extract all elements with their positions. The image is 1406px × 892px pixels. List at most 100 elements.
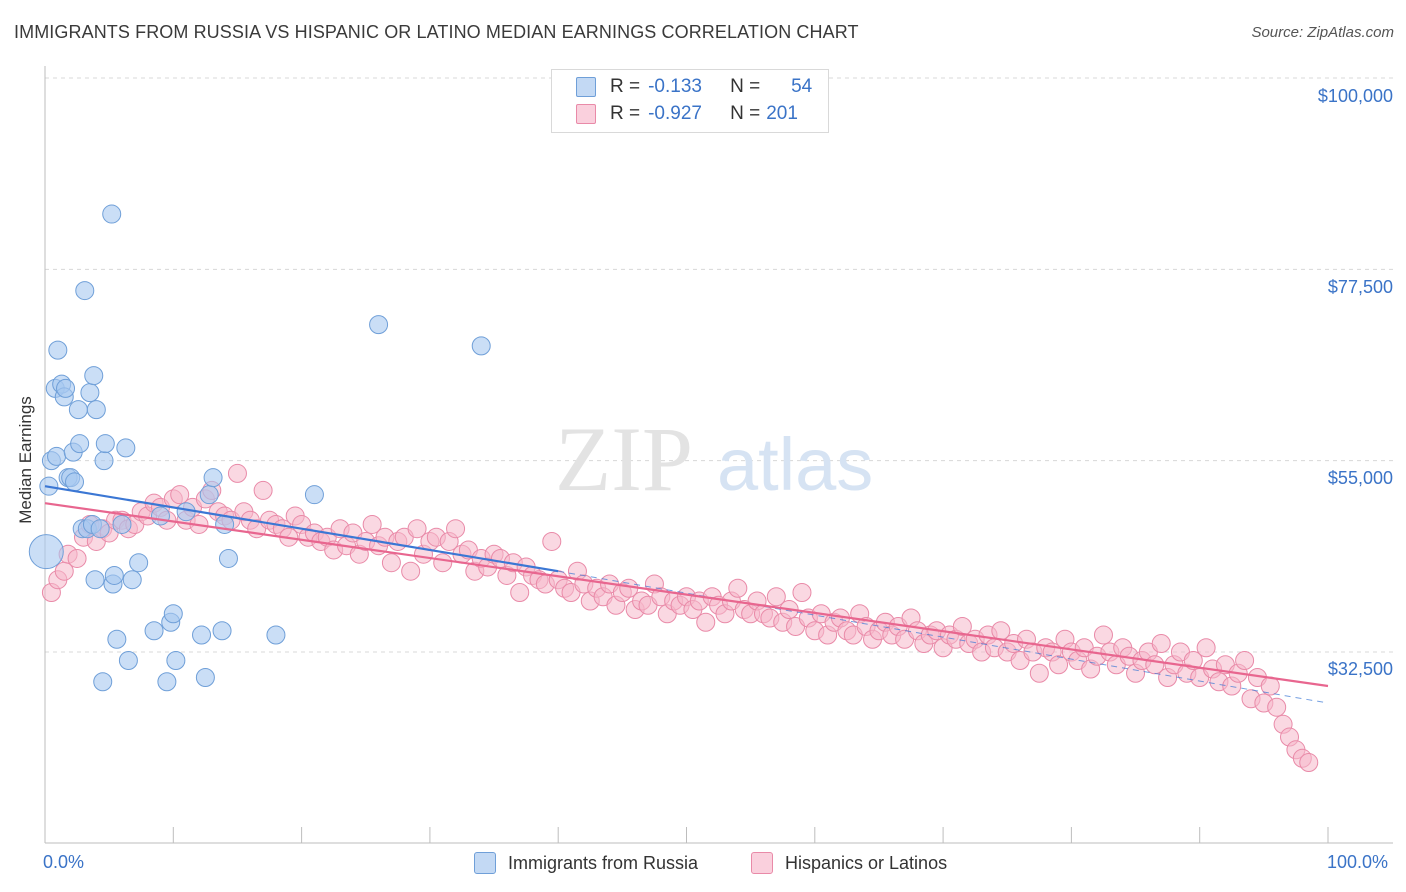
russia-trend-line — [44, 485, 559, 573]
russia-point — [94, 451, 114, 471]
russia-point — [112, 514, 132, 534]
hispanic-point — [952, 616, 972, 636]
russia-point — [75, 281, 95, 301]
hispanic-point — [227, 463, 247, 483]
russia-point — [157, 672, 177, 692]
russia-point — [104, 565, 124, 585]
legend-n-value: 201 — [766, 103, 798, 124]
hispanic-point — [1235, 651, 1255, 671]
russia-point — [369, 315, 389, 335]
russia-point — [195, 668, 215, 688]
russia-point — [70, 434, 90, 454]
hispanic-point — [1151, 633, 1171, 653]
russia-point — [56, 378, 76, 398]
bottom-legend-label-russia: Immigrants from Russia — [508, 852, 699, 873]
legend-r-label: R = — [610, 103, 641, 124]
russia-point — [80, 383, 100, 403]
hispanic-point — [446, 519, 466, 539]
watermark-zip: ZIP — [555, 408, 693, 510]
russia-point — [266, 625, 286, 645]
hispanic-point — [542, 531, 562, 551]
hispanic-point — [1267, 697, 1287, 717]
hispanic-points — [41, 463, 1319, 773]
russia-point — [199, 485, 219, 505]
russia-point — [212, 621, 232, 641]
hispanic-point — [1196, 638, 1216, 658]
legend: R = -0.133 N = 54 R = -0.927 N = 201 — [551, 69, 829, 133]
hispanic-point — [253, 480, 273, 500]
bottom-legend-swatch-hispanic — [751, 852, 773, 874]
source-label: Source: ZipAtlas.com — [1251, 24, 1394, 41]
legend-r-value: -0.133 — [648, 76, 702, 97]
legend-swatch-hispanic — [576, 104, 596, 124]
y-tick-label: $100,000 — [1317, 86, 1393, 106]
hispanic-point — [792, 582, 812, 602]
hispanic-point — [1049, 655, 1069, 675]
y-tick-label: $77,500 — [1327, 277, 1393, 297]
legend-row-russia: R = -0.133 N = 54 — [576, 75, 812, 99]
hispanic-point — [433, 553, 453, 573]
legend-n-label: N = — [730, 103, 761, 124]
y-tick-label: $32,500 — [1327, 659, 1393, 679]
russia-point — [84, 366, 104, 386]
russia-point — [107, 629, 127, 649]
russia-point — [192, 625, 212, 645]
hispanic-point — [170, 485, 190, 505]
russia-point — [65, 472, 85, 492]
russia-point — [95, 434, 115, 454]
russia-points — [28, 204, 491, 692]
hispanic-point — [1093, 625, 1113, 645]
russia-point — [218, 548, 238, 568]
hispanic-trend-line — [44, 502, 1329, 688]
russia-point — [86, 400, 106, 420]
russia-point — [85, 570, 105, 590]
hispanic-point — [67, 548, 87, 568]
russia-point — [471, 336, 491, 356]
legend-n-value: 54 — [791, 76, 813, 97]
russia-point — [93, 672, 113, 692]
watermark-atlas: atlas — [717, 423, 873, 506]
russia-trend-extension — [558, 570, 1329, 704]
russia-point — [203, 468, 223, 488]
trend-lines — [44, 485, 1329, 704]
russia-point — [68, 400, 88, 420]
russia-point — [102, 204, 122, 224]
x-tick-label-right: 100.0% — [1327, 852, 1389, 872]
russia-point — [47, 446, 67, 466]
bottom-legend-hispanic: Hispanics or Latinos — [751, 852, 947, 874]
russia-point — [166, 651, 186, 671]
russia-point — [116, 438, 136, 458]
russia-point — [118, 651, 138, 671]
russia-point — [90, 519, 110, 539]
hispanic-point — [1183, 651, 1203, 671]
hispanic-point — [766, 587, 786, 607]
russia-point — [150, 506, 170, 526]
hispanic-point — [728, 578, 748, 598]
hispanic-point — [381, 553, 401, 573]
russia-point — [144, 621, 164, 641]
bottom-legend-label-hispanic: Hispanics or Latinos — [785, 852, 948, 873]
hispanic-point — [1029, 663, 1049, 683]
hispanic-point — [1299, 753, 1319, 773]
russia-point — [129, 553, 149, 573]
y-tick-label: $55,000 — [1327, 468, 1393, 488]
russia-point — [304, 485, 324, 505]
bottom-legend-russia: Immigrants from Russia — [474, 852, 698, 874]
legend-row-hispanic: R = -0.927 N = 201 — [576, 102, 806, 126]
watermark: ZIP atlas — [555, 408, 873, 510]
chart-title: IMMIGRANTS FROM RUSSIA VS HISPANIC OR LA… — [14, 22, 859, 42]
hispanic-point — [696, 612, 716, 632]
bottom-legend-swatch-russia — [474, 852, 496, 874]
legend-r-label: R = — [610, 76, 641, 97]
hispanic-point — [401, 561, 421, 581]
russia-point — [48, 340, 68, 360]
legend-swatch-russia — [576, 77, 596, 97]
russia-point — [122, 570, 142, 590]
hispanic-point — [510, 582, 530, 602]
hispanic-point — [407, 519, 427, 539]
legend-n-label: N = — [730, 76, 761, 97]
russia-point — [28, 534, 64, 570]
hispanic-point — [362, 514, 382, 534]
x-tick-label-left: 0.0% — [43, 852, 85, 872]
